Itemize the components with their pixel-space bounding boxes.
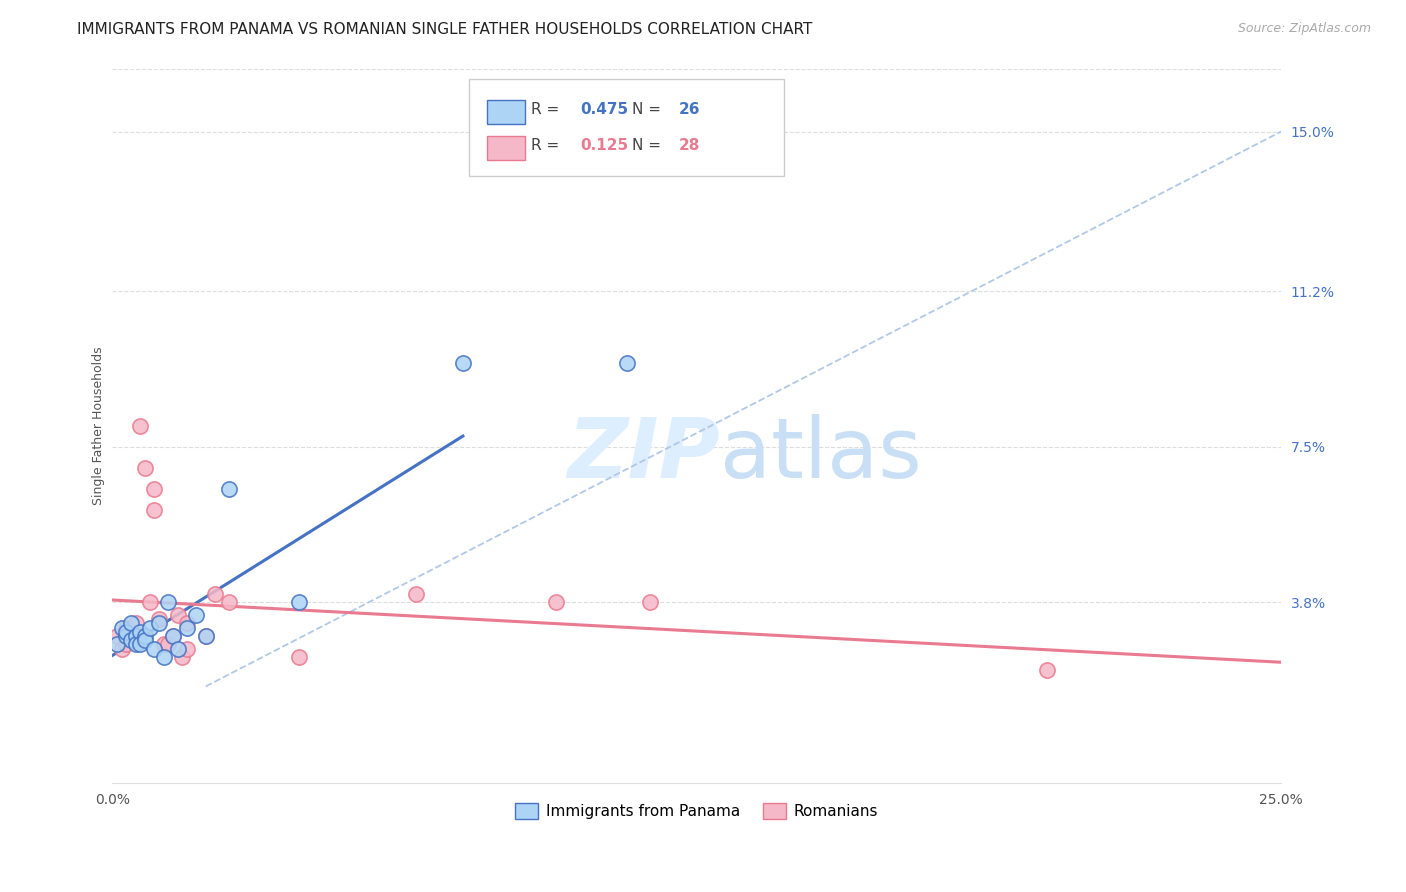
Point	[129, 418, 152, 433]
Point	[115, 637, 138, 651]
Point	[138, 595, 160, 609]
Point	[288, 649, 311, 664]
FancyBboxPatch shape	[488, 136, 524, 160]
Point	[1036, 663, 1059, 677]
Text: 0.125: 0.125	[579, 138, 628, 153]
Text: R =: R =	[530, 138, 564, 153]
Point	[166, 641, 188, 656]
Point	[143, 641, 166, 656]
Point	[172, 649, 194, 664]
Text: IMMIGRANTS FROM PANAMA VS ROMANIAN SINGLE FATHER HOUSEHOLDS CORRELATION CHART: IMMIGRANTS FROM PANAMA VS ROMANIAN SINGL…	[77, 22, 813, 37]
Point	[176, 641, 198, 656]
Point	[105, 629, 128, 643]
Point	[120, 629, 142, 643]
Text: ZIP: ZIP	[568, 414, 720, 495]
Point	[143, 503, 166, 517]
Point	[152, 649, 174, 664]
Text: 0.475: 0.475	[579, 103, 628, 118]
Text: R =: R =	[530, 103, 564, 118]
Text: 26: 26	[679, 103, 700, 118]
Y-axis label: Single Father Households: Single Father Households	[93, 346, 105, 505]
Point	[129, 624, 152, 639]
FancyBboxPatch shape	[488, 100, 524, 124]
Point	[166, 607, 188, 622]
Point	[134, 629, 156, 643]
Point	[120, 633, 142, 648]
Point	[218, 482, 240, 496]
Point	[120, 624, 142, 639]
Point	[134, 460, 156, 475]
Point	[176, 621, 198, 635]
Point	[546, 595, 568, 609]
Point	[105, 637, 128, 651]
Point	[186, 607, 208, 622]
Point	[148, 612, 170, 626]
Point	[120, 616, 142, 631]
Point	[134, 633, 156, 648]
Text: Source: ZipAtlas.com: Source: ZipAtlas.com	[1237, 22, 1371, 36]
Text: N =: N =	[633, 138, 666, 153]
Point	[111, 621, 134, 635]
Point	[124, 629, 146, 643]
Point	[115, 621, 138, 635]
Point	[162, 629, 184, 643]
Text: N =: N =	[633, 103, 666, 118]
Point	[152, 637, 174, 651]
Point	[124, 616, 146, 631]
Text: atlas: atlas	[720, 414, 922, 495]
Point	[143, 482, 166, 496]
Point	[162, 629, 184, 643]
Point	[124, 637, 146, 651]
Point	[288, 595, 311, 609]
Point	[405, 587, 427, 601]
Point	[638, 595, 661, 609]
Text: 28: 28	[679, 138, 700, 153]
Point	[451, 356, 474, 370]
Point	[176, 616, 198, 631]
Point	[157, 595, 180, 609]
Point	[204, 587, 226, 601]
Point	[129, 637, 152, 651]
Point	[138, 621, 160, 635]
Point	[148, 616, 170, 631]
Point	[194, 629, 217, 643]
Point	[616, 356, 638, 370]
Point	[194, 629, 217, 643]
Point	[157, 637, 180, 651]
Point	[115, 629, 138, 643]
Legend: Immigrants from Panama, Romanians: Immigrants from Panama, Romanians	[509, 797, 884, 825]
Point	[218, 595, 240, 609]
Point	[111, 641, 134, 656]
Point	[115, 624, 138, 639]
FancyBboxPatch shape	[468, 79, 785, 176]
